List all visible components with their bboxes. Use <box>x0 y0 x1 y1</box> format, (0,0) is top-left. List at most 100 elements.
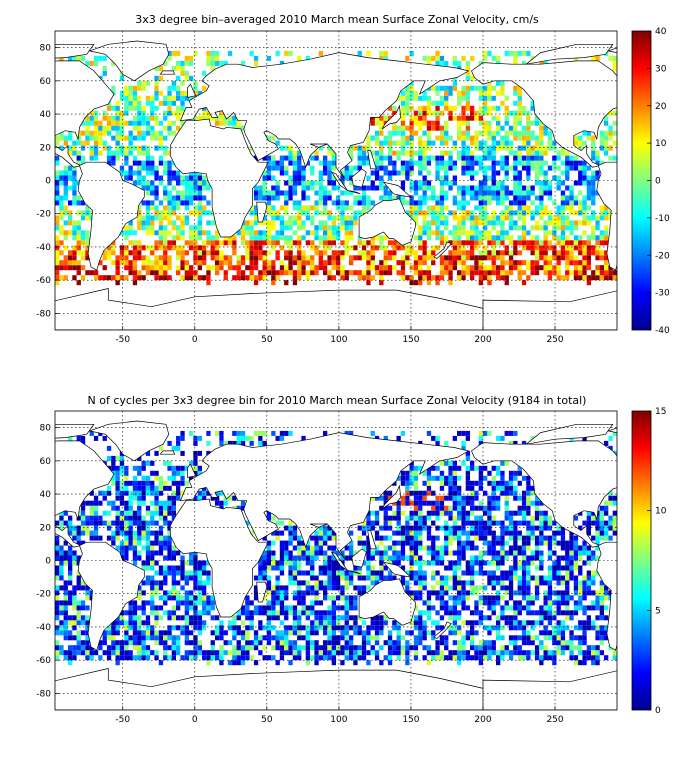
bin-cell <box>543 125 548 131</box>
bin-cell <box>271 135 276 141</box>
bin-cell <box>344 555 349 561</box>
bin-cell <box>163 600 168 606</box>
bin-cell <box>357 630 362 636</box>
bin-cell <box>461 220 466 226</box>
bin-cell <box>400 140 406 146</box>
bin-cell <box>487 130 492 136</box>
bin-cell <box>370 565 375 571</box>
bin-cell <box>55 180 60 186</box>
bin-cell <box>171 605 176 611</box>
bin-cell <box>470 185 475 191</box>
bin-cell <box>271 160 276 166</box>
bin-cell <box>470 590 475 596</box>
bin-cell <box>569 565 574 571</box>
bin-cell <box>76 630 81 636</box>
bin-cell <box>591 660 596 666</box>
bin-cell <box>556 590 561 596</box>
bin-cell <box>504 130 509 136</box>
bin-cell <box>370 645 375 651</box>
bin-cell <box>68 150 73 156</box>
bin-cell <box>171 595 176 601</box>
bin-cell <box>189 590 194 596</box>
bin-cell <box>560 630 566 636</box>
bin-cell <box>55 185 60 191</box>
bin-cell <box>98 55 103 61</box>
bin-cell <box>253 235 259 241</box>
bin-cell <box>470 580 475 586</box>
bin-cell <box>526 605 531 611</box>
bin-cell <box>431 650 436 656</box>
bin-cell <box>197 210 202 216</box>
bin-cell <box>193 225 198 231</box>
bin-cell <box>478 210 483 216</box>
bin-cell <box>197 640 202 646</box>
bin-cell <box>483 625 488 631</box>
bin-cell <box>599 580 604 586</box>
bin-cell <box>89 60 94 66</box>
bin-cell <box>150 105 155 111</box>
bin-cell <box>573 235 579 241</box>
bin-cell <box>258 235 263 241</box>
bin-cell <box>370 255 375 261</box>
bin-cell <box>150 200 155 206</box>
bin-cell <box>591 520 596 526</box>
bin-cell <box>245 605 250 611</box>
bin-cell <box>400 545 406 551</box>
bin-cell <box>68 620 73 626</box>
bin-cell <box>543 230 548 236</box>
bin-cell <box>102 635 107 641</box>
bin-cell <box>150 580 155 586</box>
bin-cell <box>366 145 371 151</box>
bin-cell <box>374 635 380 641</box>
bin-cell <box>560 200 566 206</box>
bin-cell <box>496 630 501 636</box>
bin-cell <box>569 655 574 661</box>
bin-cell <box>396 655 401 661</box>
bin-cell <box>327 175 332 181</box>
bin-cell <box>474 130 479 136</box>
bin-cell <box>500 645 505 651</box>
bin-cell <box>115 255 120 261</box>
bin-cell <box>145 190 151 196</box>
gridlines-velocity <box>55 31 617 330</box>
bin-cell <box>361 575 367 581</box>
bin-cell <box>262 575 267 581</box>
bin-cell <box>387 145 393 151</box>
bin-cell <box>608 130 613 136</box>
bin-cell <box>331 645 336 651</box>
bin-cell <box>530 100 535 106</box>
bin-cell <box>249 210 254 216</box>
bin-cell <box>487 605 492 611</box>
bin-cell <box>474 265 479 271</box>
bin-cell <box>392 110 397 116</box>
y-tick-label: 60 <box>40 77 52 87</box>
bin-cell <box>418 575 423 581</box>
bin-cell <box>595 650 600 656</box>
bin-cell <box>483 525 488 531</box>
bin-cell <box>396 650 401 656</box>
bin-cell <box>565 585 570 591</box>
bin-cell <box>478 645 483 651</box>
bin-cell <box>253 155 259 161</box>
bin-cell <box>591 185 596 191</box>
bin-cell <box>132 560 138 566</box>
bin-cell <box>292 605 298 611</box>
bin-cell <box>310 545 315 551</box>
bin-cell <box>461 270 466 276</box>
bin-cell <box>288 610 293 616</box>
bin-cell <box>314 555 319 561</box>
bin-cell <box>521 220 527 226</box>
bin-cell <box>539 605 544 611</box>
bin-cell <box>353 565 358 571</box>
bin-cell <box>491 570 496 576</box>
bin-cell <box>370 580 375 586</box>
bin-cell <box>150 165 155 171</box>
bin-cell <box>297 160 302 166</box>
bin-cell <box>547 195 553 201</box>
bin-cell <box>68 520 73 526</box>
bin-cell <box>323 550 328 556</box>
bin-cell <box>180 245 185 251</box>
bin-cell <box>292 240 298 246</box>
bin-cell <box>470 155 475 161</box>
bin-cell <box>249 145 254 151</box>
